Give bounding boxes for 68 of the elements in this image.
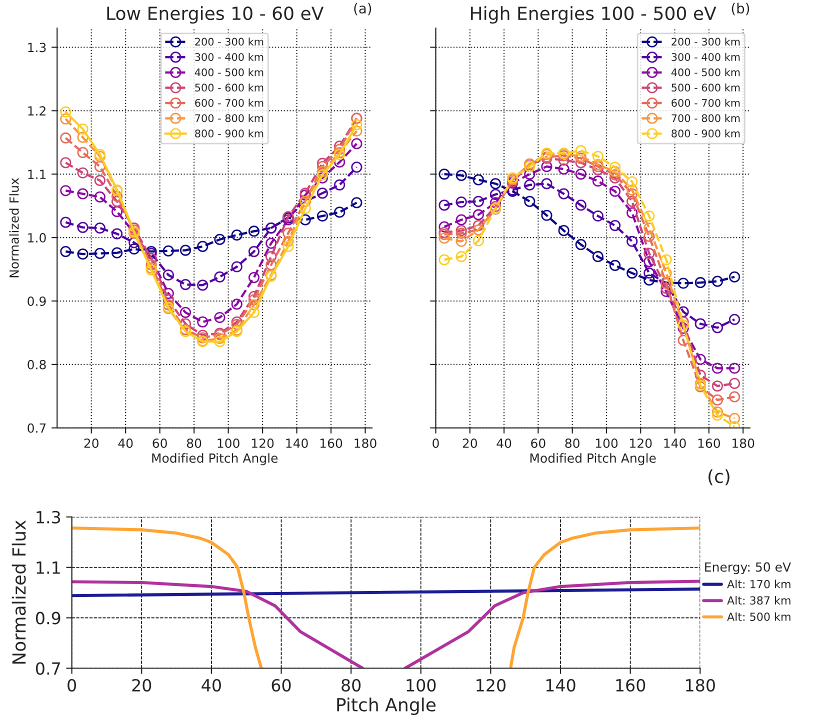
chart-title: Low Energies 10 - 60 eV [107,6,324,24]
text: (a) [354,2,372,16]
y-tick-label: 0.7 [36,662,60,675]
x-tick-label: 40 [496,438,512,448]
x-axis-title: Modified Pitch Angle [530,453,656,466]
legend-label: 500 - 600 km [195,83,264,92]
y-tick-label: 0.9 [28,296,46,306]
y-tick-label: 1.1 [28,170,46,179]
y-tick-label: 1.0 [28,233,46,242]
x-tick-label: 140 [286,438,308,448]
x-axis-title: Modified Pitch Angle [152,453,278,466]
y-axis-title: Normalized Flux [9,178,19,278]
y-tick-label: 1.3 [28,42,46,52]
legend-label: 500 - 600 km [672,83,740,92]
x-tick-label: 160 [320,438,342,448]
y-tick-label: 1.1 [36,562,60,574]
x-tick-label: 180 [686,678,715,692]
x-tick-label: 180 [354,438,376,448]
x-tick-label: 160 [698,438,720,448]
x-tick-label: 120 [630,438,652,448]
y-axis-title: Normalized Flux [12,520,26,664]
legend-label: 200 - 300 km [672,38,740,46]
legend-title: Energy: 50 eV [705,562,791,574]
x-tick-label: 100 [596,438,618,448]
legend-label: 800 - 900 km [672,129,740,138]
x-tick-label: 20 [462,438,478,448]
legend-label: 300 - 400 km [195,52,264,61]
y-tick-label: 0.8 [28,360,46,370]
x-tick-label: 20 [84,438,98,448]
legend-label: Alt: 387 km [727,596,790,605]
legend-label: 400 - 500 km [671,68,740,76]
legend-label: Alt: 170 km [727,580,790,588]
x-tick-label: 40 [118,438,133,448]
x-tick-label: 100 [406,678,436,692]
x-tick-label: 80 [342,678,361,692]
x-tick-label: 20 [132,678,152,692]
y-tick-label: 0.9 [36,612,60,624]
chart-title: High Energies 100 - 500 eV [471,6,716,24]
x-tick-label: 160 [616,678,646,692]
x-tick-label: 120 [252,438,274,448]
x-tick-label: 100 [218,438,240,448]
x-tick-label: 80 [565,438,580,448]
legend-label: 700 - 800 km [672,114,740,122]
x-tick-label: 0 [432,438,439,448]
x-tick-label: 0 [68,678,76,692]
y-tick-label: 1.3 [36,510,60,524]
y-tick-label: 1.2 [28,106,46,116]
x-tick-label: 140 [664,438,686,448]
x-tick-label: 40 [202,678,221,692]
legend-label: 800 - 900 km [195,129,264,138]
y-tick-label: 0.7 [28,423,46,433]
x-tick-label: 60 [272,678,291,692]
legend-label: 600 - 700 km [672,98,740,107]
legend-label: 600 - 700 km [195,98,264,107]
legend-label: Alt: 500 km [727,612,790,621]
x-tick-label: 180 [732,438,754,448]
legend-label: 200 - 300 km [195,38,264,46]
text: (b) [732,2,750,16]
x-tick-label: 60 [531,438,546,448]
legend-label: 300 - 400 km [672,52,740,61]
x-tick-label: 140 [546,678,576,692]
x-tick-label: 60 [152,438,167,448]
legend-label: 700 - 800 km [195,114,264,122]
text: (c) [708,469,730,486]
x-axis-title: Pitch Angle [337,698,436,716]
x-tick-label: 80 [186,438,202,448]
legend-label: 400 - 500 km [194,68,264,76]
x-tick-label: 120 [476,678,506,692]
